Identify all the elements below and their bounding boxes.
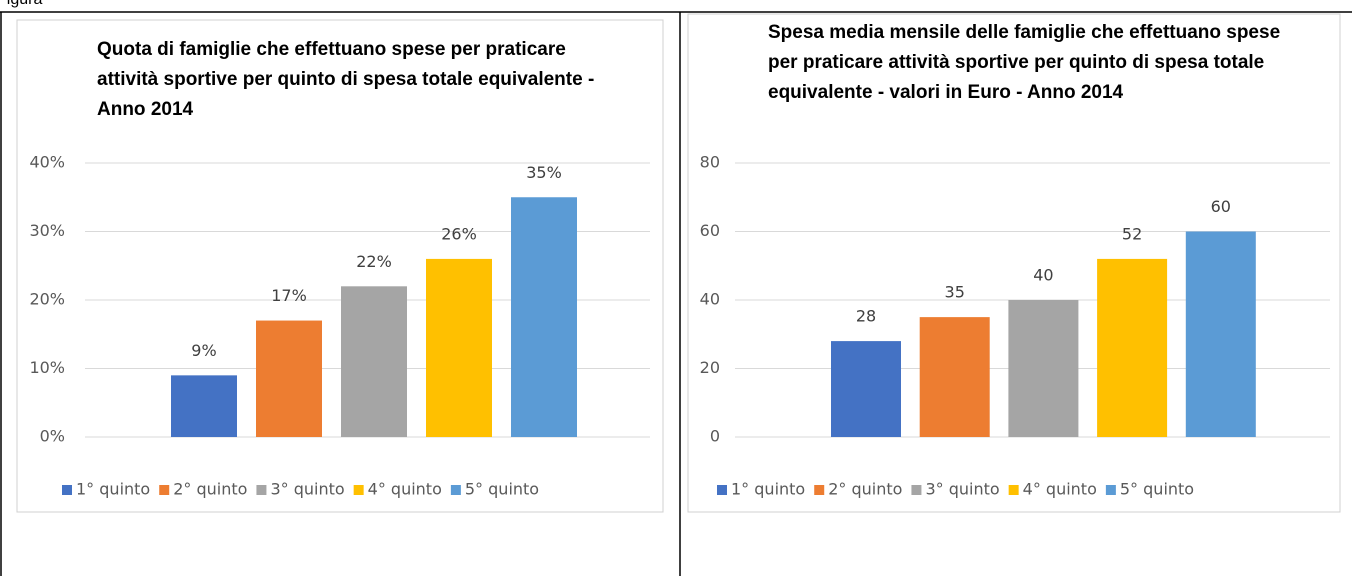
data-label: 40 [1033,266,1053,285]
chart-title: Spesa media mensile delle famiglie che e… [768,22,1281,103]
legend-swatch [814,485,825,495]
bar [1008,300,1079,437]
y-tick-label: 0% [40,427,65,446]
legend-swatch [159,485,170,495]
bar [1097,258,1168,437]
legend-label: 1° quinto [731,480,805,499]
legend-label: 3° quinto [925,480,999,499]
data-label: 35% [526,163,562,182]
data-label: 17% [271,286,307,305]
legend-label: 2° quinto [828,480,902,499]
y-tick-label: 40 [700,290,720,309]
bar [426,258,492,437]
data-label: 9% [191,341,216,360]
bar [511,197,577,437]
chart-frame [16,19,664,513]
legend-label: 2° quinto [173,480,247,499]
legend-swatch [256,485,267,495]
y-tick-label: 40% [29,153,65,172]
legend-label: 4° quinto [368,480,442,499]
data-label: 60 [1211,197,1231,216]
y-tick-label: 30% [29,221,65,240]
data-label: 22% [356,252,392,271]
legend-label: 5° quinto [465,480,539,499]
y-tick-label: 20% [29,290,65,309]
bar [256,320,322,437]
legend-swatch [353,485,364,495]
legend-swatch [62,485,72,495]
bar [171,375,237,437]
data-label: 35 [945,283,965,302]
chart-frame [687,13,1341,513]
data-label: 28 [856,307,876,326]
legend-label: 5° quinto [1120,480,1194,499]
legend-swatch [450,485,461,495]
legend-label: 1° quinto [76,480,150,499]
legend-swatch [1105,485,1116,495]
y-tick-label: 20 [700,358,720,377]
legend-label: 3° quinto [270,480,344,499]
legend-swatch [1008,485,1019,495]
legend-label: 4° quinto [1023,480,1097,499]
data-label: 26% [441,224,477,243]
bar [831,341,901,437]
y-tick-label: 0 [710,427,720,446]
bar [1185,231,1256,437]
y-tick-label: 80 [700,153,720,172]
legend-swatch [911,485,922,495]
chart-title: Quota di famiglie che effettuano spese p… [97,39,595,120]
caption: Figura [0,0,42,9]
legend-swatch [717,485,727,495]
bar [919,317,990,437]
data-label: 52 [1122,224,1142,243]
bar [341,286,407,437]
y-tick-label: 10% [29,358,65,377]
y-tick-label: 60 [700,221,720,240]
